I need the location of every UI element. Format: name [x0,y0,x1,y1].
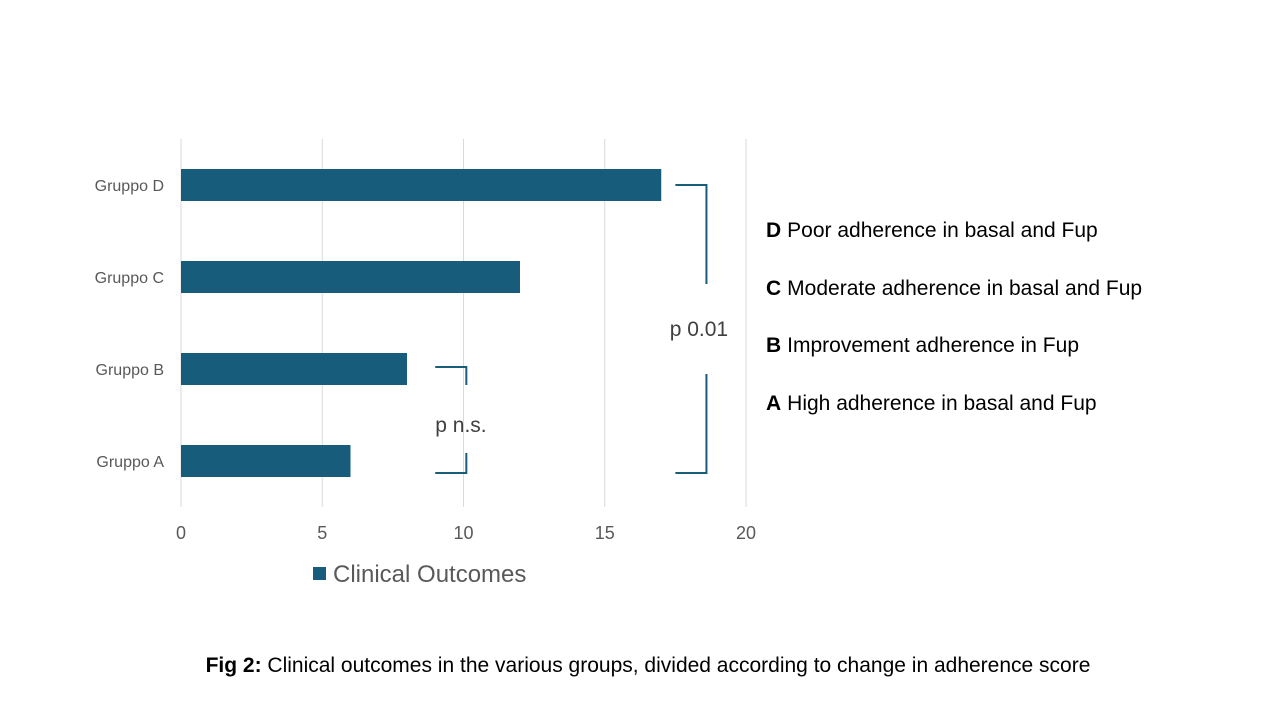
x-tick-label-15: 15 [595,523,615,543]
legend-label-clinical-outcomes: Clinical Outcomes [333,561,526,588]
bar-gruppo-b [181,353,407,385]
group-description: High adherence in basal and Fup [787,391,1097,415]
x-tick-label-0: 0 [176,523,186,543]
legend-swatch-clinical-outcomes [313,567,326,580]
bracket-p-0-01-top [675,184,708,284]
group-definition-c: C Moderate adherence in basal and Fup [766,274,1266,332]
group-description: Poor adherence in basal and Fup [787,219,1098,242]
caption-text: Clinical outcomes in the various groups,… [261,654,1091,677]
x-tick-label-10: 10 [453,523,473,543]
category-labels: Gruppo A Gruppo B Gruppo C Gruppo D [95,178,165,471]
category-label-gruppo-c: Gruppo C [95,270,164,287]
category-label-gruppo-b: Gruppo B [96,362,164,379]
bracket-p-n-s-bottom [435,453,468,474]
group-description: Moderate adherence in basal and Fup [787,276,1143,300]
bars [181,169,662,477]
group-definition-a: A High adherence in basal and Fup [766,389,1266,447]
bar-gruppo-c [181,261,520,293]
bar-gruppo-d [181,169,662,201]
figure-caption: Fig 2: Clinical outcomes in the various … [0,654,1280,678]
bracket-p-0-01-bottom [675,374,708,474]
group-letter: D [766,219,782,242]
annotation-p-n-s: p n.s. [435,414,486,437]
group-definition-d: D Poor adherence in basal and Fup [766,216,1266,274]
bar-gruppo-a [181,445,351,477]
chart-legend: Clinical Outcomes [313,561,526,588]
group-letter: A [766,391,782,415]
caption-label: Fig 2: [205,654,262,677]
category-label-gruppo-d: Gruppo D [95,178,164,195]
group-definitions: D Poor adherence in basal and Fup C Moderat… [766,216,1266,446]
group-letter: C [766,276,782,300]
x-tick-label-5: 5 [317,523,327,543]
bracket-p-n-s-top [435,366,468,385]
group-letter: B [766,334,782,357]
significance-annotations: p n.s. p 0.01 [435,184,728,474]
group-definition-b: B Improvement adherence in Fup [766,331,1266,389]
category-label-gruppo-a: Gruppo A [96,454,164,471]
group-description: Improvement adherence in Fup [787,334,1079,357]
x-axis-tick-labels: 0 5 10 15 20 [176,523,756,543]
annotation-p-0-01: p 0.01 [670,318,728,341]
x-tick-label-20: 20 [736,523,756,543]
